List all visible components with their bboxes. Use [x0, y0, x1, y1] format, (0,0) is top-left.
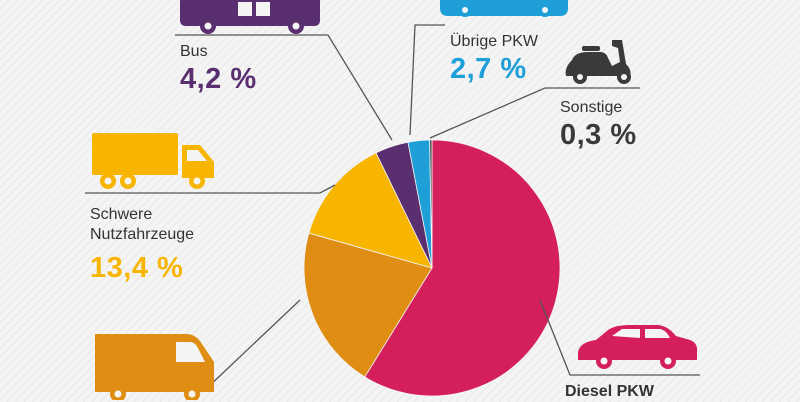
label-sonstige: Sonstige 0,3 %	[560, 98, 637, 152]
label-bus: Bus 4,2 %	[180, 42, 257, 96]
car-icon-diesel	[578, 325, 698, 369]
leader-line-leichte	[204, 299, 301, 391]
label-bus-name: Bus	[180, 43, 208, 60]
leader-lines	[85, 24, 700, 391]
scooter-icon	[565, 40, 631, 84]
pie-slice-diesel	[364, 139, 561, 397]
label-schwere-nutzfahrzeuge: Schwere Nutzfahrzeuge 13,4 %	[90, 205, 194, 285]
label-uebrige-pkw-value: 2,7 %	[450, 53, 527, 85]
leader-line-sonstige	[429, 87, 640, 139]
car-icon-uebrige	[440, 0, 568, 17]
label-uebrige-pkw: Übrige PKW 2,7 %	[450, 32, 538, 86]
label-uebrige-pkw-name: Übrige PKW	[450, 33, 539, 50]
bus-icon	[180, 0, 320, 34]
label-diesel-pkw: Diesel PKW	[565, 382, 654, 402]
leader-line-bus	[175, 34, 393, 141]
label-schwere-value: 13,4 %	[90, 252, 184, 284]
label-sonstige-name: Sonstige	[560, 99, 623, 116]
pie-slices	[303, 139, 561, 397]
pie-slice-leichte	[303, 232, 433, 378]
label-schwere-name-line1: Schwere	[90, 206, 153, 223]
label-schwere-name-line2: Nutzfahrzeuge	[90, 226, 195, 243]
label-sonstige-value: 0,3 %	[560, 119, 637, 151]
label-diesel-name: Diesel PKW	[565, 383, 654, 400]
leader-line-uebrige	[409, 24, 445, 136]
leader-line-schwere	[85, 184, 336, 194]
label-bus-value: 4,2 %	[180, 63, 257, 95]
truck-icon	[92, 133, 214, 189]
pie-slice-sonstige	[429, 139, 433, 269]
leader-line-diesel	[539, 299, 700, 376]
van-icon	[95, 334, 214, 400]
